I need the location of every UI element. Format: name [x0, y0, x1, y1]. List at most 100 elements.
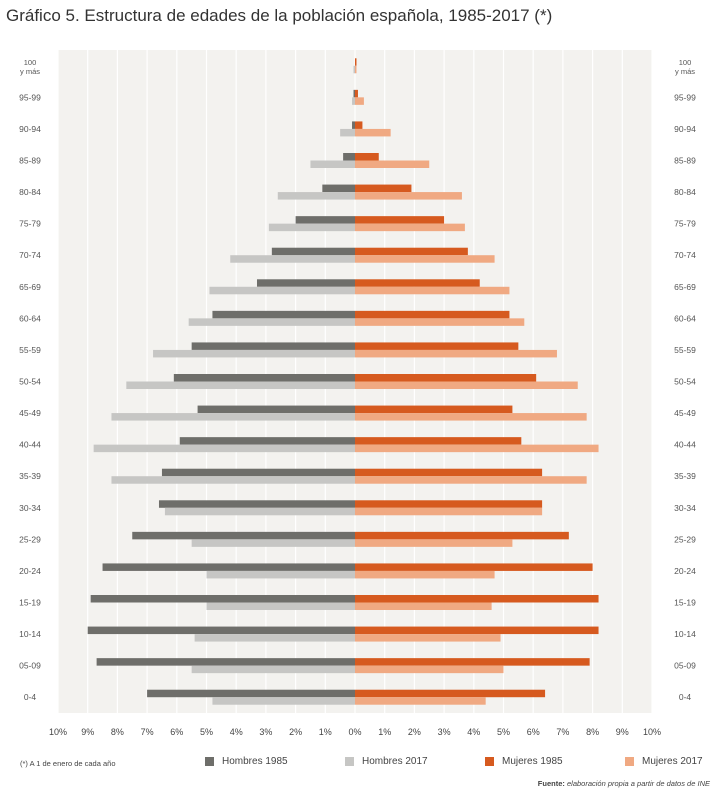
bar-hombres-2017-65-69: [209, 286, 355, 295]
age-label-65-69: 65-69: [674, 282, 696, 292]
bar-mujeres-2017-40-44: [355, 444, 599, 453]
age-label-90-94: 90-94: [674, 124, 696, 134]
age-label-0-4: 0-4: [679, 692, 692, 702]
age-label-85-89: 85-89: [19, 156, 41, 166]
age-label-30-34: 30-34: [19, 503, 41, 513]
bar-mujeres-1985-55-59: [355, 342, 519, 350]
bar-mujeres-1985-65-69: [355, 279, 480, 287]
age-label-25-29: 25-29: [674, 534, 696, 544]
legend-mujeres-1985: Mujeres 1985: [485, 756, 563, 767]
bar-mujeres-2017-35-39: [355, 476, 587, 484]
bar-hombres-2017-30-34: [164, 507, 355, 516]
bar-mujeres-2017-30-34: [355, 507, 543, 516]
bar-hombres-2017-85-89: [310, 160, 355, 168]
age-label-30-34: 30-34: [674, 503, 696, 513]
x-tick-label: 6%: [527, 727, 540, 737]
age-label-40-44: 40-44: [674, 440, 696, 450]
bar-mujeres-2017-25-29: [355, 539, 513, 547]
bar-hombres-2017-75-79: [268, 223, 355, 232]
x-tick-label: 8%: [111, 727, 124, 737]
bar-mujeres-1985-35-39: [355, 468, 543, 477]
age-label-25-29: 25-29: [19, 534, 41, 544]
bar-hombres-2017-25-29: [191, 539, 355, 547]
age-label-45-49: 45-49: [674, 408, 696, 418]
bar-hombres-2017-15-19: [206, 602, 355, 610]
age-label-100-y-más: 100 y más: [675, 58, 695, 76]
x-tick-label: 7%: [556, 727, 569, 737]
age-label-10-14: 10-14: [674, 629, 696, 639]
bar-hombres-1985-70-74: [271, 247, 355, 256]
bar-mujeres-2017-75-79: [355, 223, 465, 232]
x-tick-label: 8%: [586, 727, 599, 737]
bar-mujeres-1985-90-94: [355, 121, 363, 129]
bar-mujeres-1985-75-79: [355, 216, 445, 224]
bar-hombres-1985-25-29: [132, 531, 355, 540]
x-tick-label: 0%: [348, 727, 361, 737]
age-label-45-49: 45-49: [19, 408, 41, 418]
age-labels-right: 100 y más 95-99 90-94 85-89 80-84 75-79 70-74 65…: [674, 58, 696, 702]
bar-hombres-1985-75-79: [295, 216, 355, 224]
bar-hombres-1985-65-69: [256, 279, 355, 287]
age-label-20-24: 20-24: [674, 566, 696, 576]
bar-mujeres-2017-55-59: [355, 349, 557, 358]
legend-label-mujeres-2017: Mujeres 2017: [642, 756, 703, 767]
bar-mujeres-1985-85-89: [355, 153, 379, 161]
age-label-60-64: 60-64: [19, 313, 41, 323]
bar-hombres-2017-45-49: [111, 413, 356, 421]
age-label-95-99: 95-99: [674, 92, 696, 102]
bar-mujeres-2017-50-54: [355, 381, 578, 389]
age-label-35-39: 35-39: [674, 471, 696, 481]
bar-hombres-1985-50-54: [173, 374, 355, 382]
age-label-85-89: 85-89: [674, 156, 696, 166]
legend-mujeres-2017: Mujeres 2017: [625, 756, 703, 767]
x-tick-label: 9%: [81, 727, 94, 737]
age-label-55-59: 55-59: [674, 345, 696, 355]
age-label-35-39: 35-39: [19, 471, 41, 481]
bar-mujeres-1985-0-4: [355, 689, 546, 698]
bar-hombres-2017-20-24: [206, 570, 355, 579]
bar-mujeres-2017-100-y-más: [355, 65, 357, 74]
bar-hombres-2017-10-14: [194, 634, 355, 642]
x-tick-label: 6%: [170, 727, 183, 737]
bar-mujeres-1985-05-09: [355, 658, 590, 666]
bar-hombres-2017-70-74: [230, 255, 355, 263]
bar-hombres-2017-80-84: [277, 192, 355, 200]
x-tick-label: 2%: [408, 727, 421, 737]
bar-hombres-1985-45-49: [197, 405, 355, 414]
age-label-20-24: 20-24: [19, 566, 41, 576]
legend-swatch-mujeres-1985: [485, 757, 494, 766]
x-tick-label: 5%: [200, 727, 213, 737]
bar-hombres-2017-90-94: [340, 128, 355, 137]
bar-mujeres-1985-10-14: [355, 626, 599, 635]
bar-mujeres-1985-30-34: [355, 500, 543, 508]
age-label-95-99: 95-99: [19, 92, 41, 102]
bar-mujeres-1985-95-99: [355, 89, 358, 98]
age-label-10-14: 10-14: [19, 629, 41, 639]
bar-mujeres-1985-45-49: [355, 405, 513, 414]
bar-hombres-2017-50-54: [126, 381, 355, 389]
x-tick-label: 4%: [230, 727, 243, 737]
legend-label-mujeres-1985: Mujeres 1985: [502, 756, 563, 767]
bar-hombres-1985-40-44: [179, 437, 355, 445]
x-tick-label: 1%: [378, 727, 391, 737]
source-note: Fuente: elaboración propia a partir de d…: [538, 779, 710, 788]
bar-mujeres-1985-25-29: [355, 531, 569, 540]
bar-mujeres-2017-85-89: [355, 160, 430, 168]
bar-hombres-2017-95-99: [352, 97, 355, 105]
x-tick-label: 10%: [49, 727, 67, 737]
legend-swatch-hombres-2017: [345, 757, 354, 766]
source-label: Fuente:: [537, 779, 565, 788]
bar-hombres-1985-0-4: [147, 689, 355, 698]
age-label-05-09: 05-09: [674, 661, 696, 671]
x-tick-label: 1%: [319, 727, 332, 737]
age-label-55-59: 55-59: [19, 345, 41, 355]
bar-mujeres-2017-90-94: [355, 128, 391, 137]
age-label-15-19: 15-19: [19, 598, 41, 608]
bar-mujeres-2017-70-74: [355, 255, 495, 263]
bar-mujeres-1985-50-54: [355, 374, 537, 382]
legend-label-hombres-2017: Hombres 2017: [362, 756, 428, 767]
x-tick-label: 7%: [141, 727, 154, 737]
bar-hombres-1985-10-14: [87, 626, 355, 635]
age-label-40-44: 40-44: [19, 440, 41, 450]
bar-mujeres-2017-20-24: [355, 570, 495, 579]
